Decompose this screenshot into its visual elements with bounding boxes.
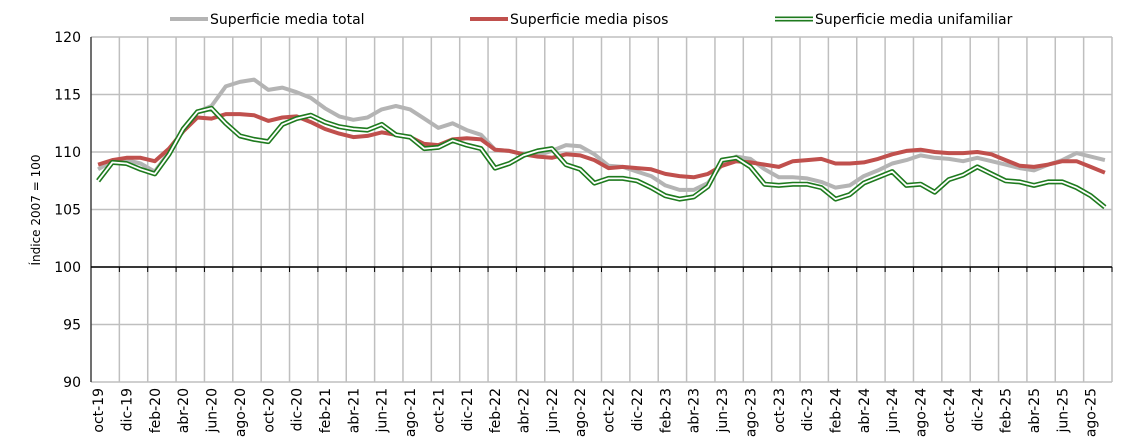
x-tick-label: oct-19 (91, 388, 107, 433)
x-tick-label: feb-20 (148, 388, 164, 433)
legend-label: Superficie media total (210, 12, 365, 28)
x-tick-group: oct-22 (602, 388, 618, 433)
x-tick-label: feb-25 (999, 388, 1015, 433)
x-tick-label: dic-19 (119, 388, 135, 431)
x-tick-label: jun-23 (715, 388, 731, 434)
x-tick-group: feb-21 (318, 388, 334, 433)
x-tick-group: ago-21 (403, 388, 419, 437)
x-tick-group: ago-23 (743, 388, 759, 437)
x-tick-group: ago-24 (914, 388, 930, 437)
x-tick-label: oct-22 (602, 388, 618, 433)
x-tick-label: ago-21 (403, 388, 419, 437)
x-tick-group: ago-22 (573, 388, 589, 437)
x-tick-group: abr-22 (517, 388, 533, 433)
x-tick-label: dic-24 (970, 388, 986, 431)
x-tick-label: ago-23 (743, 388, 759, 437)
x-tick-group: jun-25 (1055, 388, 1071, 434)
y-tick-label: 120 (54, 30, 81, 46)
x-tick-group: dic-23 (800, 388, 816, 431)
series-line-inner (97, 107, 1106, 208)
x-tick-group: abr-24 (857, 388, 873, 433)
x-tick-label: ago-20 (233, 388, 249, 437)
x-tick-label: ago-25 (1084, 388, 1100, 437)
x-tick-group: ago-25 (1084, 388, 1100, 437)
x-tick-group: dic-19 (119, 388, 135, 431)
series-line (97, 112, 1106, 180)
x-tick-label: oct-24 (942, 388, 958, 433)
x-tick-group: feb-24 (828, 388, 844, 433)
x-tick-label: abr-23 (687, 388, 703, 433)
x-tick-group: abr-23 (687, 388, 703, 433)
x-tick-label: jun-25 (1055, 388, 1071, 434)
x-tick-group: dic-24 (970, 388, 986, 431)
x-tick-label: oct-20 (261, 388, 277, 433)
x-tick-label: dic-21 (460, 388, 476, 431)
x-tick-label: abr-20 (176, 388, 192, 433)
x-tick-group: jun-23 (715, 388, 731, 434)
x-tick-label: jun-20 (205, 388, 221, 434)
x-tick-group: dic-20 (290, 388, 306, 431)
x-tick-group: jun-21 (375, 388, 391, 434)
x-tick-group: ago-20 (233, 388, 249, 437)
x-tick-group: jun-20 (205, 388, 221, 434)
series-line (97, 77, 1106, 192)
x-tick-label: ago-24 (914, 388, 930, 437)
x-tick-group: dic-21 (460, 388, 476, 431)
x-tick-group: feb-22 (488, 388, 504, 433)
x-tick-label: ago-22 (573, 388, 589, 437)
x-tick-label: abr-22 (517, 388, 533, 433)
x-tick-label: feb-23 (658, 388, 674, 433)
x-tick-label: oct-21 (431, 388, 447, 433)
x-tick-label: dic-20 (290, 388, 306, 431)
x-tick-group: feb-23 (658, 388, 674, 433)
y-tick-label: 95 (63, 318, 81, 334)
y-axis-title: Índice 2007 = 100 (28, 154, 43, 265)
x-tick-group: abr-21 (346, 388, 362, 433)
x-tick-label: dic-23 (800, 388, 816, 431)
x-tick-label: feb-22 (488, 388, 504, 433)
y-tick-label: 100 (54, 260, 81, 276)
legend-label: Superficie media unifamiliar (815, 12, 1013, 28)
legend-label: Superficie media pisos (510, 12, 668, 28)
x-tick-group: dic-22 (630, 388, 646, 431)
x-tick-label: jun-21 (375, 388, 391, 434)
y-tick-label: 90 (63, 375, 81, 391)
x-tick-group: feb-20 (148, 388, 164, 433)
x-tick-label: abr-21 (346, 388, 362, 433)
y-tick-label: 115 (54, 88, 81, 104)
y-tick-label: 110 (54, 145, 81, 161)
x-tick-group: oct-23 (772, 388, 788, 433)
x-tick-label: dic-22 (630, 388, 646, 431)
x-tick-group: oct-20 (261, 388, 277, 433)
x-tick-group: feb-25 (999, 388, 1015, 433)
x-tick-group: abr-25 (1027, 388, 1043, 433)
x-tick-group: oct-21 (431, 388, 447, 433)
x-tick-group: jun-24 (885, 388, 901, 434)
x-tick-group: oct-24 (942, 388, 958, 433)
x-tick-label: oct-23 (772, 388, 788, 433)
x-tick-label: feb-24 (828, 388, 844, 433)
x-tick-group: abr-20 (176, 388, 192, 433)
x-tick-label: abr-24 (857, 388, 873, 433)
x-tick-label: abr-25 (1027, 388, 1043, 433)
x-tick-group: jun-22 (545, 388, 561, 434)
x-tick-group: oct-19 (91, 388, 107, 433)
y-tick-label: 105 (54, 203, 81, 219)
x-tick-label: jun-22 (545, 388, 561, 434)
x-tick-label: jun-24 (885, 388, 901, 434)
x-tick-label: feb-21 (318, 388, 334, 433)
